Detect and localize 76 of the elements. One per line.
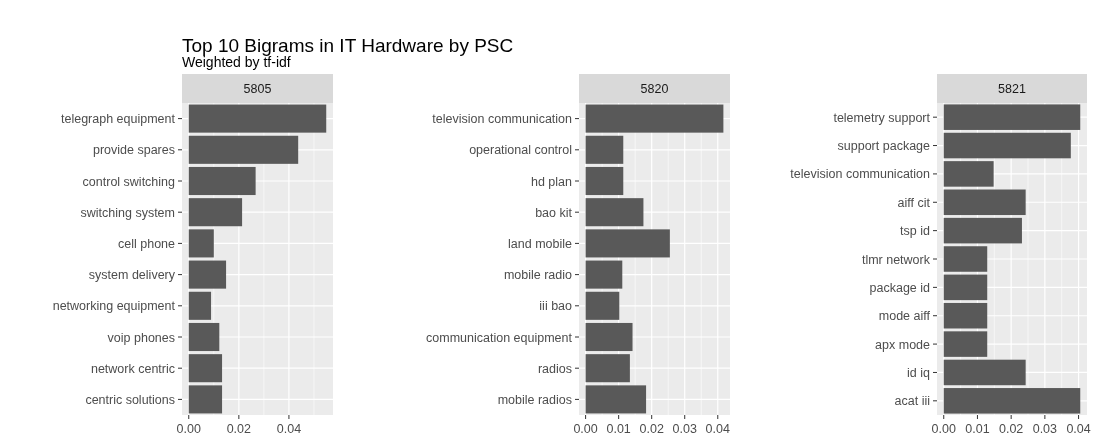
bar [943,331,988,357]
y-tick-label: support package [837,139,931,154]
y-tick-label: telemetry support [833,110,931,125]
bar [943,189,1026,216]
x-tick-label: 0.02 [226,422,252,436]
chart-title: 5821 [998,82,1026,96]
y-tick-label: networking equipment [52,299,176,314]
bar [585,354,630,383]
chart-title: 5805 [243,82,272,96]
x-tick-label: 0.04 [1066,422,1091,436]
bar [188,166,256,196]
bar [585,291,620,320]
y-tick-label: system delivery [88,268,176,283]
y-tick-label: hd plan [530,174,573,189]
x-tick-label: 0.00 [176,422,201,436]
bar [943,161,994,187]
y-tick-label: switching system [80,205,175,220]
bar [943,246,988,272]
x-tick-label: 0.00 [573,422,598,436]
x-tick-label: 0.01 [606,422,631,436]
bar [188,385,223,414]
x-tick-label: 0.00 [931,422,956,436]
y-tick-label: package id [869,280,931,295]
y-tick-label: voip phones [107,330,175,345]
bar [943,359,1026,386]
bar [585,229,670,258]
y-tick-label: cell phone [118,236,176,251]
bar [188,291,212,320]
y-tick-label: operational control [469,143,572,158]
bar [585,385,647,414]
y-tick-label: television communication [432,112,573,127]
y-tick-label: mode aiff [878,309,931,324]
bar [585,135,624,164]
y-tick-label: apx mode [875,337,931,352]
bar [188,260,227,289]
y-tick-label: communication equipment [426,330,573,345]
y-tick-label: mobile radio [503,268,573,283]
bar [943,302,988,329]
y-tick-label: aiff cit [897,195,931,210]
text: Top 10 Bigrams in IT Hardware by PSC [182,35,514,56]
y-tick-label: id iq [907,365,931,380]
y-tick-label: provide spares [93,143,175,158]
x-tick-label: 0.03 [672,422,697,436]
y-tick-label: control switching [82,174,176,189]
x-tick-label: 0.01 [965,422,990,436]
y-tick-label: network centric [90,361,175,376]
bar [943,388,1081,414]
y-tick-label: land mobile [508,236,573,251]
bar [585,260,623,289]
bar [943,132,1071,159]
x-tick-label: 0.02 [639,422,664,436]
y-tick-label: tsp id [900,224,931,239]
bar [188,322,220,352]
x-tick-label: 0.03 [1032,422,1058,436]
bar [188,198,243,227]
bar [188,229,214,258]
y-tick-label: centric solutions [85,392,175,407]
bar [943,274,988,301]
x-tick-label: 0.04 [705,422,730,436]
chart-title: 5820 [640,82,669,96]
bar [585,198,644,227]
bar [585,322,633,352]
y-tick-label: bao kit [535,205,573,220]
y-tick-label: television communication [790,167,931,182]
y-tick-label: tlmr network [861,252,931,267]
y-tick-label: mobile radios [497,392,572,407]
y-tick-label: acat iii [894,394,930,409]
y-tick-label: radios [537,361,572,376]
bar [188,135,299,164]
bar [188,354,223,383]
bar [585,166,624,196]
x-tick-label: 0.04 [276,422,302,436]
bar [943,217,1022,244]
y-tick-label: iii bao [539,299,573,314]
y-tick-label: telegraph equipment [61,112,176,127]
x-tick-label: 0.02 [998,422,1024,436]
